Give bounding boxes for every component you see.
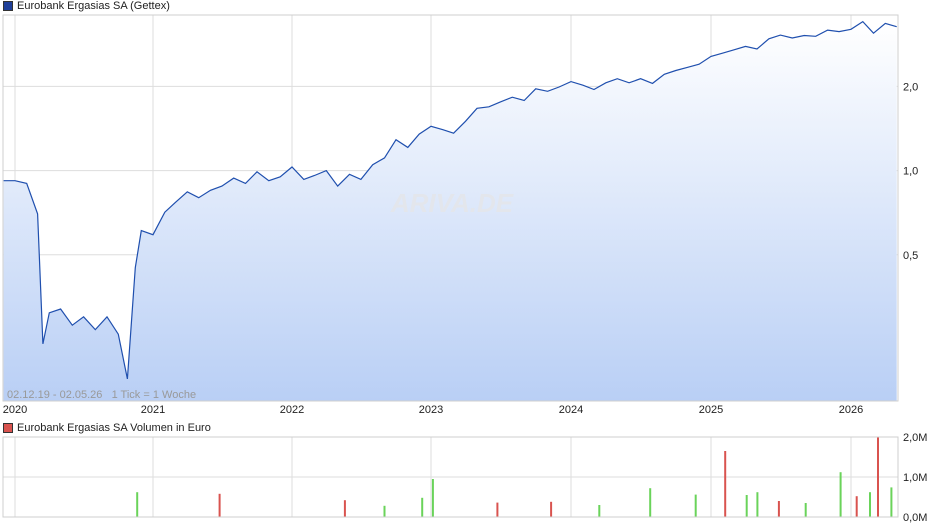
volume-bar <box>756 492 759 517</box>
x-tick-label: 2020 <box>3 404 27 416</box>
price-area <box>3 21 897 401</box>
x-tick-label: 2025 <box>699 404 723 416</box>
y-tick-label: 1,0 <box>903 166 918 178</box>
volume-bar <box>550 501 553 517</box>
volume-bar <box>777 501 780 517</box>
volume-bar <box>745 495 748 517</box>
x-tick-label: 2023 <box>419 404 443 416</box>
volume-bar <box>496 502 499 517</box>
volume-y-tick-label: 2,0M <box>903 432 927 444</box>
volume-bar <box>890 487 893 517</box>
price-line <box>3 20 897 380</box>
volume-bar <box>839 472 842 517</box>
volume-bar <box>804 503 807 517</box>
volume-legend-swatch <box>3 423 13 433</box>
y-tick-label: 2,0 <box>903 81 918 93</box>
volume-legend: Eurobank Ergasias SA Volumen in Euro <box>3 422 211 434</box>
x-tick-label: 2022 <box>280 404 304 416</box>
volume-bar <box>383 505 386 517</box>
x-tick-label: 2024 <box>559 404 583 416</box>
volume-y-tick-label: 1,0M <box>903 472 927 484</box>
volume-y-tick-label: 0,0M <box>903 512 927 524</box>
price-legend-label: Eurobank Ergasias SA (Gettex) <box>17 0 170 12</box>
volume-y-axis: 0,0M 1,0M 2,0M <box>903 432 927 524</box>
volume-bar <box>869 492 871 517</box>
price-frame <box>2 14 899 402</box>
volume-bar <box>694 494 697 517</box>
volume-bar <box>421 497 424 517</box>
volume-bar <box>218 493 221 517</box>
volume-bar <box>724 451 727 517</box>
price-y-axis: 0,5 1,0 2,0 <box>903 81 918 261</box>
volume-bar <box>877 437 879 517</box>
volume-bar <box>343 500 346 517</box>
volume-bar <box>855 496 858 517</box>
x-tick-label: 2026 <box>839 404 863 416</box>
range-info: 02.12.19 - 02.05.26 1 Tick = 1 Woche <box>7 389 196 401</box>
volume-legend-label: Eurobank Ergasias SA Volumen in Euro <box>17 422 211 434</box>
volume-bar <box>598 505 601 517</box>
volume-bar <box>136 492 139 517</box>
y-tick-label: 0,5 <box>903 250 918 262</box>
volume-bar <box>431 479 434 517</box>
x-tick-label: 2021 <box>141 404 165 416</box>
price-legend: Eurobank Ergasias SA (Gettex) <box>3 0 170 12</box>
volume-bar <box>649 488 652 517</box>
volume-bars <box>136 437 893 517</box>
price-legend-swatch <box>3 1 13 11</box>
watermark: ARIVA.DE <box>390 188 514 218</box>
price-x-axis: 2020 2021 2022 2023 2024 2025 2026 <box>3 404 863 416</box>
volume-frame <box>2 436 899 518</box>
